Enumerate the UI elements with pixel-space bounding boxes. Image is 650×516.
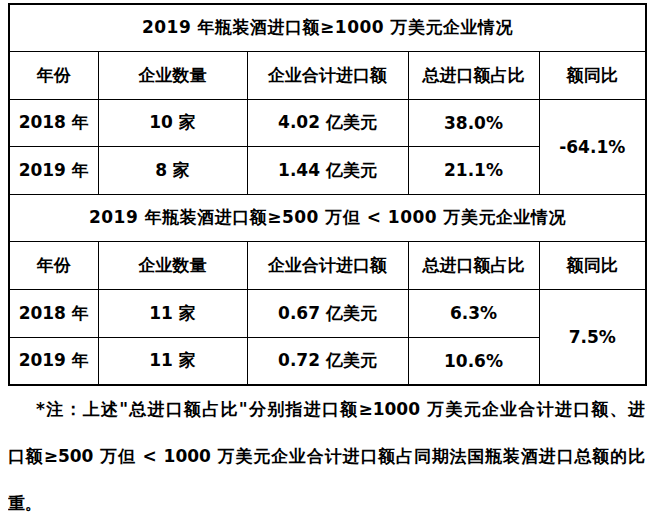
header-year: 年份 (9, 51, 98, 99)
footnote-line: 口额≥500 万但 < 1000 万美元企业合计进口额占同期法国瓶装酒进口总额的… (8, 433, 645, 480)
table-row: 年份 企业数量 企业合计进口额 总进口额占比 额同比 (9, 241, 646, 289)
header-total-import: 企业合计进口额 (247, 51, 408, 99)
cell-share: 21.1% (408, 146, 539, 194)
section-1-title: 2019 年瓶装酒进口额≥1000 万美元企业情况 (9, 4, 646, 51)
table-row: 2019 年瓶装酒进口额≥1000 万美元企业情况 (9, 4, 646, 51)
cell-total-import: 1.44 亿美元 (247, 146, 408, 194)
header-company-count: 企业数量 (98, 51, 247, 99)
cell-company-count: 10 家 (98, 99, 247, 146)
table-row: 2019 年瓶装酒进口额≥500 万但 < 1000 万美元企业情况 (9, 194, 646, 241)
section-2-title: 2019 年瓶装酒进口额≥500 万但 < 1000 万美元企业情况 (9, 194, 646, 241)
table-row: 2018 年 11 家 0.67 亿美元 6.3% 7.5% (9, 289, 646, 337)
cell-year: 2019 年 (9, 337, 98, 385)
cell-year: 2018 年 (9, 289, 98, 337)
cell-year: 2018 年 (9, 99, 98, 146)
cell-share: 38.0% (408, 99, 539, 146)
header-total-import: 企业合计进口额 (247, 241, 408, 289)
cell-total-import: 0.72 亿美元 (247, 337, 408, 385)
footnote-line: *注：上述"总进口额占比"分别指进口额≥1000 万美元企业合计进口额、进 (8, 386, 645, 433)
header-yoy: 额同比 (539, 241, 646, 289)
cell-company-count: 11 家 (98, 337, 247, 385)
table-row: 年份 企业数量 企业合计进口额 总进口额占比 额同比 (9, 51, 646, 99)
cell-yoy: -64.1% (539, 99, 646, 194)
footnote: *注：上述"总进口额占比"分别指进口额≥1000 万美元企业合计进口额、进 口额… (8, 386, 645, 516)
cell-yoy: 7.5% (539, 289, 646, 385)
footnote-line: 重。 (8, 480, 645, 516)
cell-company-count: 8 家 (98, 146, 247, 194)
cell-share: 6.3% (408, 289, 539, 337)
cell-share: 10.6% (408, 337, 539, 385)
header-year: 年份 (9, 241, 98, 289)
header-yoy: 额同比 (539, 51, 646, 99)
header-company-count: 企业数量 (98, 241, 247, 289)
cell-year: 2019 年 (9, 146, 98, 194)
document-page: 2019 年瓶装酒进口额≥1000 万美元企业情况 年份 企业数量 企业合计进口… (0, 0, 650, 516)
cell-company-count: 11 家 (98, 289, 247, 337)
table-row: 2018 年 10 家 4.02 亿美元 38.0% -64.1% (9, 99, 646, 146)
cell-total-import: 0.67 亿美元 (247, 289, 408, 337)
cell-total-import: 4.02 亿美元 (247, 99, 408, 146)
header-share: 总进口额占比 (408, 51, 539, 99)
header-share: 总进口额占比 (408, 241, 539, 289)
wine-import-table: 2019 年瓶装酒进口额≥1000 万美元企业情况 年份 企业数量 企业合计进口… (8, 3, 647, 386)
